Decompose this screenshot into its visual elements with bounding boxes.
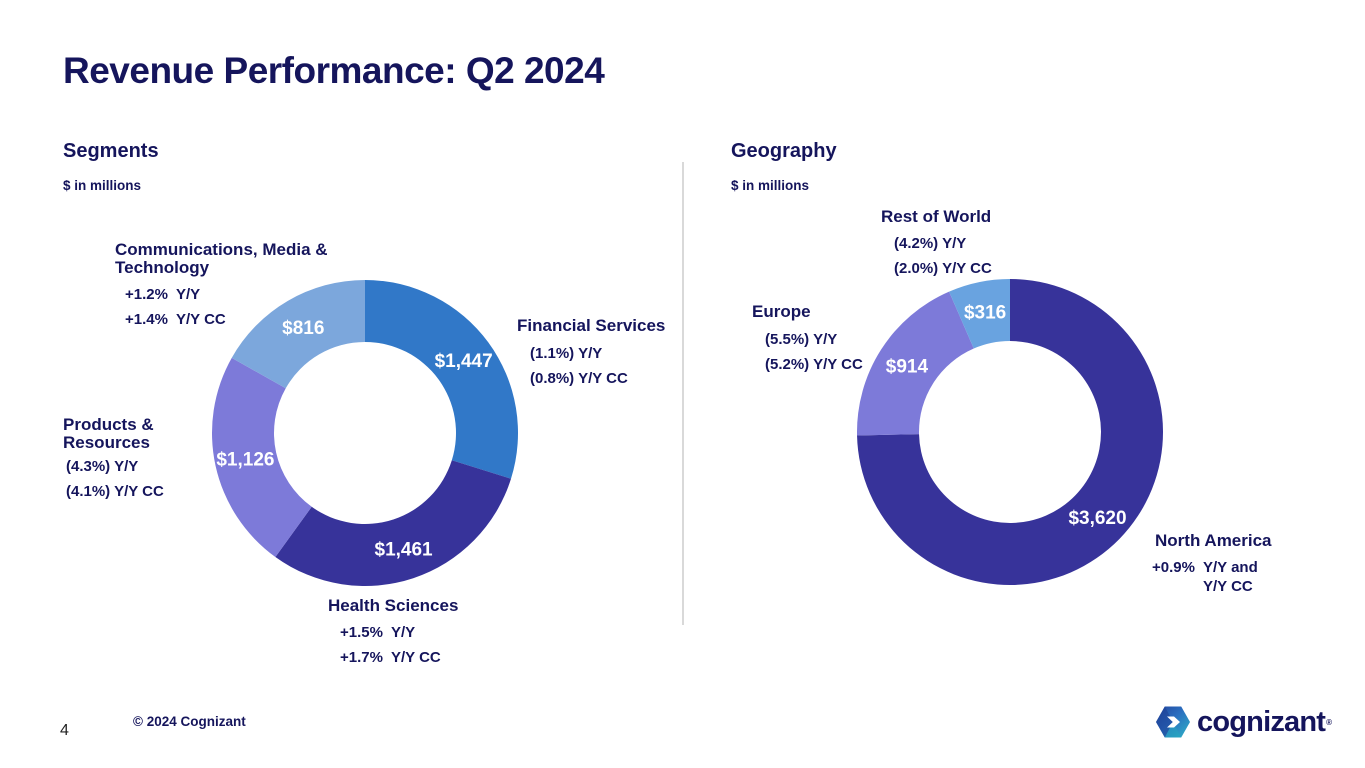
segment-label: Financial Services [517,316,666,335]
callout-communications-media-technology: Communications, Media & Technology +1.2%… [115,241,365,329]
cognizant-wordmark: cognizant [1197,706,1326,738]
cognizant-logo: cognizant ® [1155,704,1332,740]
panel-divider [682,162,684,625]
donut-segment-europe [857,291,974,436]
segment-yoy: (5.5%) Y/Y [765,331,838,348]
geography-heading: Geography [731,140,837,162]
callout-health-sciences: Health Sciences +1.5% Y/Y +1.7% Y/Y CC [328,597,518,667]
segment-yoy: (1.1%) Y/Y [530,345,603,362]
callout-financial-services: Financial Services (1.1%) Y/Y (0.8%) Y/Y… [517,317,697,388]
page-title: Revenue Performance: Q2 2024 [63,50,605,91]
callout-rest-of-world: Rest of World (4.2%) Y/Y (2.0%) Y/Y CC [881,208,1061,278]
callout-products-resources: Products & Resources (4.3%) Y/Y (4.1%) Y… [63,416,188,501]
segment-label: North America [1155,531,1272,550]
geography-unit-label: $ in millions [731,178,810,193]
segment-yoy-cc: (0.8%) Y/Y CC [530,370,628,387]
segment-label: Products & Resources [63,415,154,452]
geography-donut-chart: $3,620 $914 $316 [857,279,1163,585]
donut-segment-financial-services [365,280,518,479]
segments-unit-label: $ in millions [63,178,142,193]
donut-segment-communications-media-technology [231,280,365,389]
segment-yoy: +0.9% Y/Y and [1152,559,1258,576]
cognizant-logo-icon [1156,706,1190,738]
registered-mark: ® [1326,717,1333,727]
callout-north-america: North America +0.9% Y/Y and Y/Y CC [1152,531,1325,596]
segment-yoy-cc: (2.0%) Y/Y CC [894,260,992,277]
segment-yoy: (4.2%) Y/Y [894,235,967,252]
donut-value-communications-media-technology: $816 [282,318,324,339]
donut-value-products-resources: $1,126 [216,450,274,471]
donut-value-rest-of-world: $316 [964,303,1006,324]
segment-label: Health Sciences [328,596,459,615]
segments-donut-chart: $1,447 $1,461 $1,126 $816 [212,280,518,586]
segment-yoy: +1.5% Y/Y [340,624,416,641]
segment-yoy-cc: +1.7% Y/Y CC [340,649,441,666]
callout-europe: Europe (5.5%) Y/Y (5.2%) Y/Y CC [752,303,912,374]
segments-heading: Segments [63,140,159,162]
donut-value-north-america: $3,620 [1068,508,1126,529]
segment-yoy-cc: +1.4% Y/Y CC [125,311,226,328]
donut-value-health-sciences: $1,461 [375,540,434,561]
copyright-text: © 2024 Cognizant [133,714,246,729]
page-number: 4 [60,722,69,739]
donut-segment-products-resources [212,357,312,558]
donut-segment-health-sciences [275,460,511,586]
segment-yoy-cc: (4.1%) Y/Y CC [66,483,164,500]
segment-yoy-cc: (5.2%) Y/Y CC [765,356,863,373]
segment-yoy-cc: Y/Y CC [1203,578,1253,595]
donut-value-europe: $914 [886,357,929,378]
segment-label: Rest of World [881,207,992,226]
donut-segment-rest-of-world [949,279,1010,349]
segment-yoy: (4.3%) Y/Y [66,458,139,475]
donut-value-financial-services: $1,447 [435,351,493,372]
segment-yoy: +1.2% Y/Y [125,286,201,303]
donut-segment-north-america [857,279,1163,585]
segment-label: Communications, Media & Technology [115,240,328,277]
segment-label: Europe [752,302,811,321]
